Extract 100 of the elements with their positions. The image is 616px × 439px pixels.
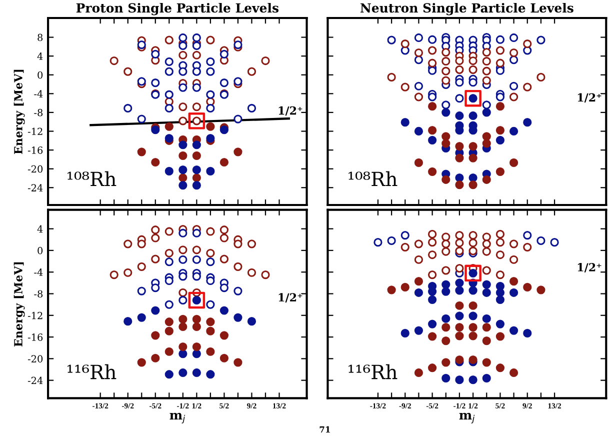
point [442,322,450,332]
point [455,301,464,310]
point [496,136,505,144]
chart-title: Neutron Single Particle Levels [360,2,574,16]
point [124,317,132,326]
point [206,326,215,336]
y-tick-label: -12 [28,128,42,135]
point [151,306,160,315]
point [509,276,518,286]
y-tick-label: -4 [34,268,43,276]
point [414,276,424,286]
point [220,306,229,315]
point [151,331,160,340]
point [468,142,478,151]
point [206,134,215,143]
x-axis-title: m$_{j}$ [459,412,475,424]
point [455,322,464,332]
point [192,165,201,174]
point [414,288,424,297]
point [178,342,188,352]
y-tick-label: 0 [38,246,43,254]
point [468,322,478,332]
point [192,151,201,160]
point [468,111,478,120]
point [428,295,437,304]
point [468,180,478,190]
point [496,332,505,341]
point [234,148,242,156]
point [414,126,424,136]
point [414,368,424,378]
point [523,118,532,127]
annotation: 1/2⁺ [278,293,302,302]
point [178,140,188,150]
point [482,288,491,297]
point [428,136,437,144]
annotation: ¹⁰⁸Rh [348,171,398,186]
x-axis-title: m$_{j}$ [170,412,186,424]
point [468,312,478,320]
point [455,142,464,151]
point [442,314,450,323]
point [220,331,229,340]
point [455,111,464,120]
y-tick-label: 4 [37,225,43,232]
point [455,180,464,190]
y-tick-label: -16 [28,146,43,154]
point [509,326,518,335]
point [455,355,464,364]
point [206,347,215,356]
point [234,358,242,367]
point [414,158,424,168]
point [206,318,215,326]
point [151,354,160,362]
chart-title: Proton Single Particle Levels [76,2,279,16]
point [496,167,505,176]
point [455,278,464,288]
point [178,368,188,378]
point [192,342,201,352]
point [188,292,206,309]
point [151,126,160,134]
point [482,175,491,184]
point [164,134,174,143]
point [496,102,505,111]
annotation: ¹¹⁶Rh [68,364,116,380]
point [387,286,396,294]
point [234,313,242,322]
point [206,166,215,176]
y-tick-label: -12 [28,312,42,320]
point [428,102,437,111]
point [442,108,450,117]
point [455,332,464,340]
point [509,368,518,378]
point [192,368,201,378]
y-tick-label: -24 [28,184,43,192]
annotation: 1/2⁺ [578,263,602,272]
point [164,318,174,326]
point [137,148,146,156]
point [464,264,482,282]
point [137,358,146,367]
y-tick-label: -8 [34,290,43,298]
point [482,280,491,289]
y-tick-label: -24 [28,376,43,384]
point [455,286,464,295]
point [178,349,188,358]
point [442,175,450,184]
annotation: 1/2⁺ [278,106,302,116]
point [178,322,188,332]
point [178,165,188,174]
point [442,139,450,148]
point [151,158,160,167]
point [455,154,464,162]
point [164,122,174,131]
point [468,355,478,364]
point [509,158,518,168]
point [468,173,478,182]
point [428,167,437,176]
point [400,282,410,292]
point [442,358,450,367]
point [400,118,410,127]
point [442,280,450,289]
point [192,173,201,182]
